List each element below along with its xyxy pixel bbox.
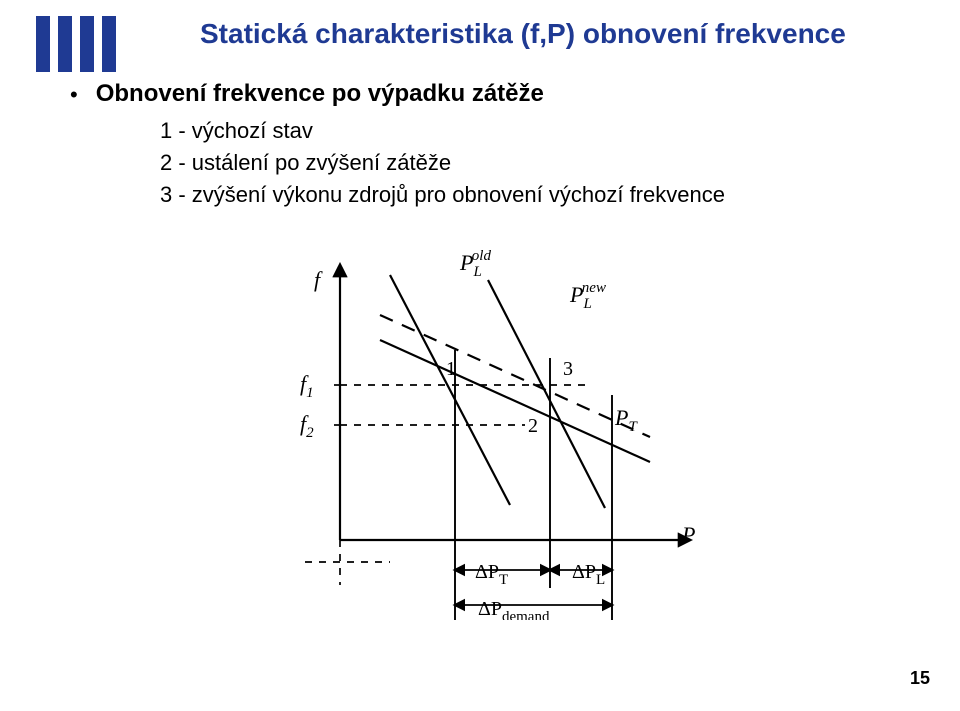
svg-text:PT: PT: [614, 405, 638, 435]
svg-text:1: 1: [446, 358, 456, 380]
svg-text:ΔPdemand: ΔPdemand: [478, 598, 550, 620]
fp-diagram: f Pf1 f2 PT PLold PLnew ΔPT ΔPL ΔPdemand 1 2 3: [250, 240, 710, 620]
diagram-container: f Pf1 f2 PT PLold PLnew ΔPT ΔPL ΔPdemand 1 2 3: [0, 240, 960, 620]
svg-text:ΔPT: ΔPT: [475, 561, 508, 588]
bullet-text: Obnovení frekvence po výpadku zátěže: [96, 80, 544, 108]
logo-bar: [80, 16, 94, 72]
logo-bar: [36, 16, 50, 72]
bullet-row: • Obnovení frekvence po výpadku zátěže: [70, 80, 544, 108]
sub-item-1: 1 - výchozí stav: [160, 118, 313, 144]
svg-text:2: 2: [528, 415, 538, 437]
svg-text:3: 3: [563, 358, 573, 380]
page-title: Statická charakteristika (f,P) obnovení …: [200, 18, 846, 50]
svg-text:ΔPL: ΔPL: [572, 561, 605, 588]
sub-item-3: 3 - zvýšení výkonu zdrojů pro obnovení v…: [160, 182, 725, 208]
page-number: 15: [910, 668, 930, 689]
logo-bar: [102, 16, 116, 72]
logo-bar: [58, 16, 72, 72]
svg-text:P: P: [681, 522, 695, 547]
bullet-glyph: •: [70, 80, 78, 106]
logo-bars: [36, 16, 116, 72]
svg-text:f1: f1: [300, 371, 314, 401]
sub-item-2: 2 - ustálení po zvýšení zátěže: [160, 150, 451, 176]
svg-text:PLold: PLold: [459, 248, 491, 280]
svg-text:f: f: [314, 267, 323, 292]
svg-text:PLnew: PLnew: [569, 280, 606, 312]
svg-text:f2: f2: [300, 411, 314, 441]
